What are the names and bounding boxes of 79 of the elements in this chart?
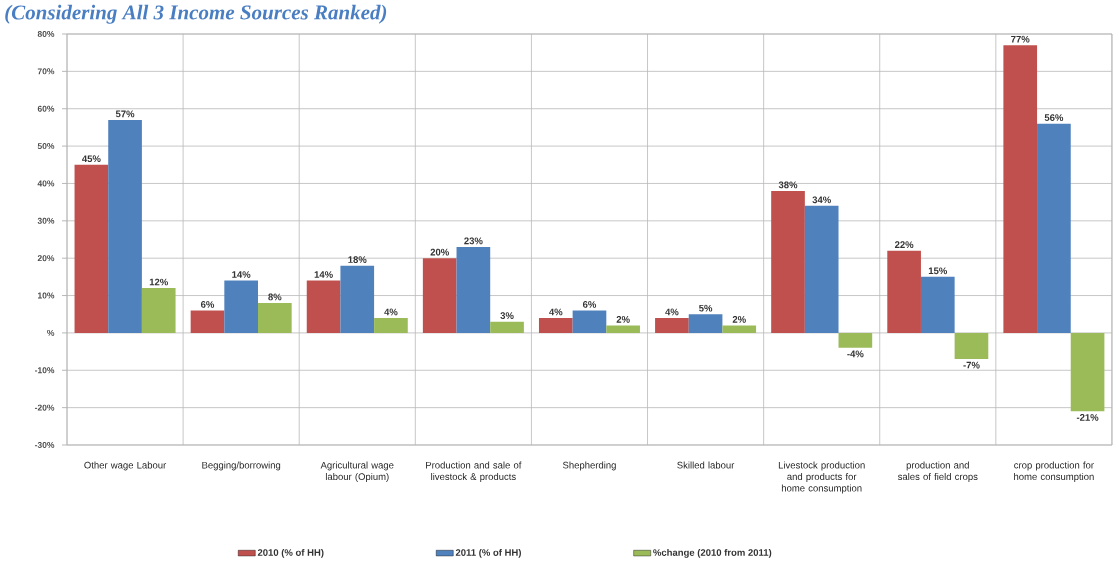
bar: [887, 250, 921, 333]
data-label: 22%: [894, 241, 914, 249]
bar: [838, 332, 873, 348]
bar: [606, 325, 640, 333]
y-tick-label: -20%: [34, 404, 55, 411]
bar: [374, 317, 408, 333]
data-label: 5%: [699, 304, 713, 312]
bar: [340, 265, 375, 333]
bar: [804, 205, 839, 333]
bar: [920, 276, 955, 333]
chart-title: (Considering All 3 Income Sources Ranked): [5, 4, 387, 24]
x-tick-label: Other wage Labour: [84, 461, 167, 471]
bar: [572, 310, 607, 333]
legend-label: 2010 (% of HH): [257, 548, 324, 558]
bar: [1070, 332, 1105, 412]
bar: [771, 190, 805, 333]
bar: [688, 314, 723, 333]
y-tick-label: 50%: [37, 143, 55, 150]
data-label: 34%: [812, 196, 831, 204]
bar: [722, 325, 757, 333]
data-label: 45%: [82, 155, 101, 163]
data-label: 15%: [928, 267, 948, 275]
bar: [224, 280, 258, 333]
data-label: 23%: [464, 237, 483, 245]
data-label: -21%: [1076, 414, 1099, 421]
x-tick-label: Skilled labour: [677, 461, 735, 469]
legend-label: 2011 (% of HH): [455, 548, 521, 558]
data-label: 4%: [384, 308, 398, 316]
x-tick-label: Shepherding: [562, 461, 616, 471]
y-tick-label: 60%: [37, 105, 55, 112]
y-tick-label: -30%: [34, 441, 55, 449]
x-tick-label: production and sales of field crops: [897, 461, 978, 482]
bar: [190, 310, 225, 333]
bar: [74, 164, 109, 333]
data-label: 12%: [149, 278, 168, 286]
y-tick-label: 30%: [37, 217, 55, 224]
data-label: 14%: [232, 271, 251, 278]
data-label: 2%: [732, 316, 746, 323]
x-tick-label: Agricultural wage labour (Opium): [320, 461, 394, 482]
bar: [538, 317, 573, 333]
x-tick-label: Livestock production and products for home consumption: [778, 461, 865, 494]
bar: [954, 332, 989, 360]
data-label: 56%: [1044, 114, 1064, 121]
data-label: -7%: [963, 361, 980, 369]
y-tick-label: 70%: [37, 68, 55, 75]
data-label: 77%: [1011, 35, 1030, 43]
y-tick-label: -10%: [34, 367, 55, 374]
bar: [1003, 45, 1038, 333]
bar: [306, 280, 341, 333]
data-label: 6%: [582, 301, 597, 308]
y-tick-label: 40%: [37, 180, 55, 187]
bar: [258, 303, 292, 333]
bar: [141, 288, 176, 333]
bar: [456, 246, 491, 333]
bar: [422, 258, 457, 333]
x-tick-label: Begging/borrowing: [202, 461, 281, 471]
data-label: 2%: [616, 316, 630, 323]
data-label: 57%: [115, 110, 135, 118]
y-tick-label: %: [47, 329, 55, 336]
bar: [490, 321, 524, 333]
data-label: 3%: [500, 312, 514, 319]
bar: [1037, 123, 1071, 333]
data-label: 6%: [200, 301, 215, 308]
data-label: 8%: [268, 293, 282, 301]
bar: [108, 119, 142, 333]
data-label: 18%: [348, 256, 367, 263]
y-tick-label: 80%: [37, 30, 55, 37]
bar: [655, 317, 689, 333]
data-label: 4%: [665, 308, 679, 316]
data-label: 20%: [430, 248, 449, 256]
data-label: 38%: [778, 181, 798, 189]
x-tick-label: Production and sale of livestock & products: [426, 461, 522, 482]
x-tick-label: crop production for home consumption: [1014, 461, 1094, 482]
data-label: 4%: [549, 308, 563, 316]
data-label: 14%: [314, 271, 333, 278]
y-tick-label: 10%: [37, 292, 55, 299]
y-tick-label: 20%: [37, 255, 55, 262]
legend-label: %change (2010 from 2011): [653, 548, 772, 558]
data-label: -4%: [847, 350, 864, 358]
